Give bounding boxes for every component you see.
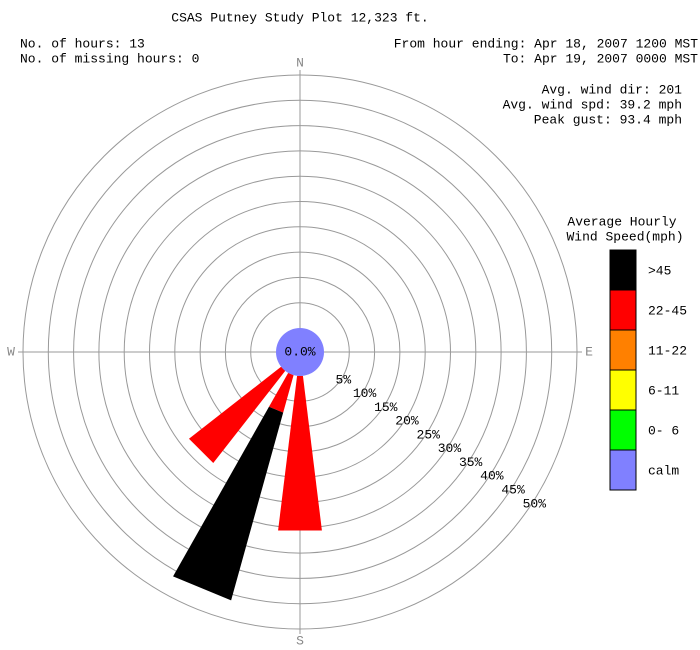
ring-label: 25% (417, 427, 441, 442)
legend-swatch (609, 329, 637, 371)
ring-label: 20% (395, 414, 419, 429)
legend-label: 11-22 (648, 343, 687, 358)
info: To: Apr 19, 2007 0000 MST (503, 51, 698, 66)
wedge (173, 406, 284, 601)
ring-label: 40% (480, 469, 504, 484)
wedge (268, 372, 294, 413)
info: No. of hours: 13 (20, 36, 145, 51)
compass-label: W (7, 344, 15, 359)
stat: Avg. wind spd: 39.2 mph (503, 97, 682, 112)
legend-swatch (609, 369, 637, 411)
legend-label: calm (648, 463, 679, 478)
legend-swatch (609, 409, 637, 451)
stat: Peak gust: 93.4 mph (534, 112, 682, 127)
ring-label: 50% (523, 496, 547, 511)
wedge (188, 438, 214, 464)
legend-label: 22-45 (648, 303, 687, 318)
info: From hour ending: Apr 18, 2007 1200 MST (394, 36, 698, 51)
legend-swatch (609, 449, 637, 491)
calm-label: 0.0% (284, 344, 315, 359)
legend-label: >45 (648, 263, 671, 278)
info: No. of missing hours: 0 (20, 51, 199, 66)
ring-label: 10% (353, 386, 377, 401)
compass-label: N (296, 55, 304, 70)
wedge (188, 366, 286, 464)
legend-title: Average Hourly (567, 214, 676, 229)
ring-label: 5% (336, 372, 352, 387)
legend-label: 0- 6 (648, 423, 679, 438)
legend-swatch (609, 289, 637, 331)
calm-circle (276, 328, 324, 376)
stat: Avg. wind dir: 201 (542, 82, 683, 97)
ring-label: 35% (459, 455, 483, 470)
ring-label: 30% (438, 441, 462, 456)
compass-label: E (585, 344, 593, 359)
wedge (278, 375, 322, 531)
ring-label: 45% (501, 483, 525, 498)
ring-label: 15% (374, 400, 398, 415)
legend-swatch (609, 249, 637, 291)
legend-title: Wind Speed(mph) (566, 229, 683, 244)
chart-title: CSAS Putney Study Plot 12,323 ft. (171, 10, 428, 25)
legend-label: 6-11 (648, 383, 679, 398)
compass-label: S (296, 633, 304, 648)
